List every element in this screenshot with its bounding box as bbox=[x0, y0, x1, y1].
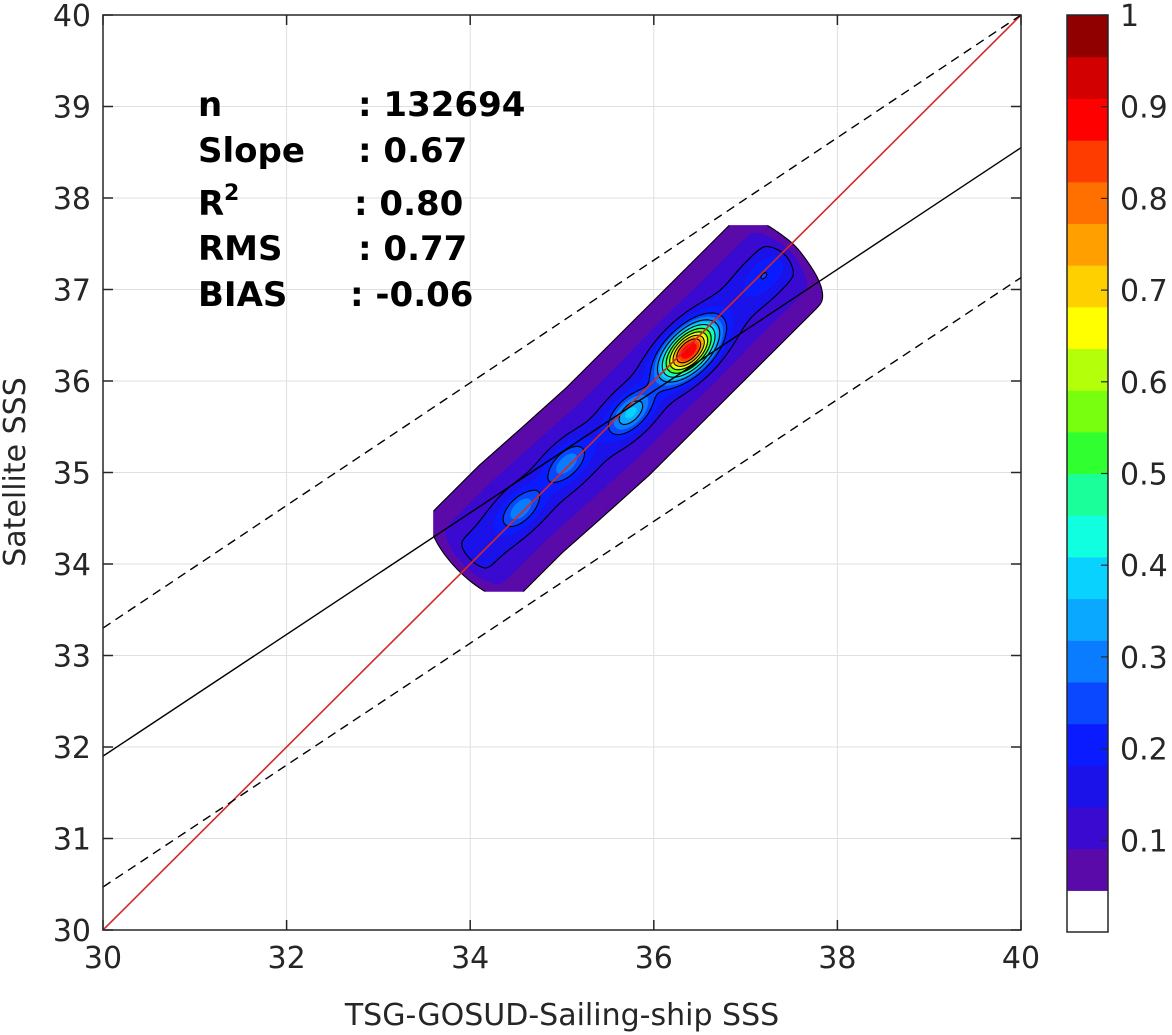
contour-line-4 bbox=[661, 323, 716, 378]
stat-value: : 132694 bbox=[358, 85, 525, 125]
reference-lines bbox=[103, 15, 1021, 930]
regression-line bbox=[103, 147, 1021, 757]
colorbar-swatch bbox=[1067, 181, 1108, 225]
colorbar-swatch bbox=[1067, 723, 1108, 766]
colorbar-swatch bbox=[1067, 265, 1108, 308]
y-tick-label: 38 bbox=[53, 182, 91, 217]
x-tick-label: 36 bbox=[635, 941, 673, 976]
colorbar-tick-label: 0.7 bbox=[1120, 274, 1168, 309]
y-tick-label: 36 bbox=[53, 365, 91, 400]
y-tick-label: 30 bbox=[53, 914, 91, 949]
colorbar-swatch bbox=[1067, 306, 1108, 350]
y-tick-label: 40 bbox=[53, 0, 91, 34]
colorbar-swatch bbox=[1067, 598, 1108, 641]
stat-label: BIAS bbox=[198, 275, 287, 315]
colorbar-tick-label: 0.3 bbox=[1120, 641, 1168, 676]
contour-line-7 bbox=[672, 334, 705, 367]
colorbar-swatch bbox=[1067, 556, 1108, 600]
contour-line-0 bbox=[432, 224, 824, 592]
contour-line-1 bbox=[461, 245, 794, 569]
y-axis-ticks: 30 31 32 33 34 35 36 37 38 39 40 bbox=[53, 0, 1021, 949]
stat-label: R bbox=[198, 184, 224, 224]
one-to-one-line bbox=[103, 15, 1021, 930]
regression-lower-line bbox=[103, 277, 1021, 888]
colorbar-swatch bbox=[1067, 390, 1108, 433]
colorbar-swatch bbox=[1067, 98, 1108, 141]
x-tick-label: 34 bbox=[451, 941, 489, 976]
x-tick-label: 32 bbox=[268, 941, 306, 976]
colorbar-tick-label: 0.9 bbox=[1120, 91, 1168, 126]
stat-value: : 0.67 bbox=[358, 131, 467, 171]
colorbar-tick-label: 0.1 bbox=[1120, 824, 1168, 859]
contour-line-8 bbox=[676, 338, 702, 364]
colorbar-swatch bbox=[1067, 140, 1108, 183]
stat-value: : -0.06 bbox=[350, 275, 473, 315]
y-tick-label: 34 bbox=[53, 548, 91, 583]
y-tick-label: 31 bbox=[53, 823, 91, 858]
stat-label: n bbox=[198, 85, 222, 125]
colorbar-swatch bbox=[1067, 806, 1108, 850]
stat-label: RMS bbox=[198, 229, 283, 269]
colorbar-swatch bbox=[1067, 473, 1108, 516]
colorbar-tick-label: 0.4 bbox=[1120, 549, 1168, 584]
stat-value: : 0.77 bbox=[358, 229, 467, 269]
y-tick-label: 33 bbox=[53, 640, 91, 675]
regression-upper-line bbox=[103, 15, 1021, 629]
colorbar-swatch bbox=[1067, 890, 1108, 933]
y-axis-label: Satellite SSS bbox=[0, 377, 33, 567]
colorbar-swatch bbox=[1067, 15, 1108, 58]
x-tick-label: 30 bbox=[84, 941, 122, 976]
stat-value: : 0.80 bbox=[354, 184, 463, 224]
contour-line-6 bbox=[669, 331, 709, 371]
colorbar-swatch bbox=[1067, 56, 1108, 99]
colorbar-tick-label: 0.5 bbox=[1120, 458, 1168, 493]
y-tick-label: 35 bbox=[53, 457, 91, 492]
y-tick-label: 37 bbox=[53, 274, 91, 309]
colorbar-swatch bbox=[1067, 223, 1108, 266]
colorbar-swatch bbox=[1067, 681, 1108, 725]
x-axis-ticks: 30 32 34 36 38 40 bbox=[84, 15, 1040, 976]
y-tick-label: 39 bbox=[53, 91, 91, 126]
colorbar-tick-label: 1 bbox=[1120, 0, 1139, 34]
grid-lines bbox=[102, 14, 1022, 931]
colorbar-swatch bbox=[1067, 848, 1108, 891]
stat-superscript: 2 bbox=[224, 181, 239, 206]
colorbar-swatch bbox=[1067, 765, 1108, 808]
x-axis-label: TSG-GOSUD-Sailing-ship SSS bbox=[344, 998, 779, 1033]
colorbar-tick-label: 0.2 bbox=[1120, 733, 1168, 768]
x-tick-label: 38 bbox=[818, 941, 856, 976]
colorbar-swatch bbox=[1067, 515, 1108, 558]
colorbar-swatch bbox=[1067, 431, 1108, 475]
colorbar: 0.1 0.2 0.3 0.4 0.5 0.6 0.7 0.8 0.9 1 bbox=[1066, 0, 1168, 933]
y-tick-label: 32 bbox=[53, 731, 91, 766]
colorbar-swatch bbox=[1067, 348, 1108, 391]
colorbar-tick-label: 0.8 bbox=[1120, 182, 1168, 217]
stat-label: Slope bbox=[198, 131, 305, 171]
colorbar-tick-label: 0.6 bbox=[1120, 366, 1168, 401]
colorbar-swatch bbox=[1067, 640, 1108, 683]
statistics-box: n : 132694 Slope : 0.67 R 2 : 0.80 RMS : 0.77 BIA… bbox=[198, 85, 525, 315]
x-tick-label: 40 bbox=[1002, 941, 1040, 976]
